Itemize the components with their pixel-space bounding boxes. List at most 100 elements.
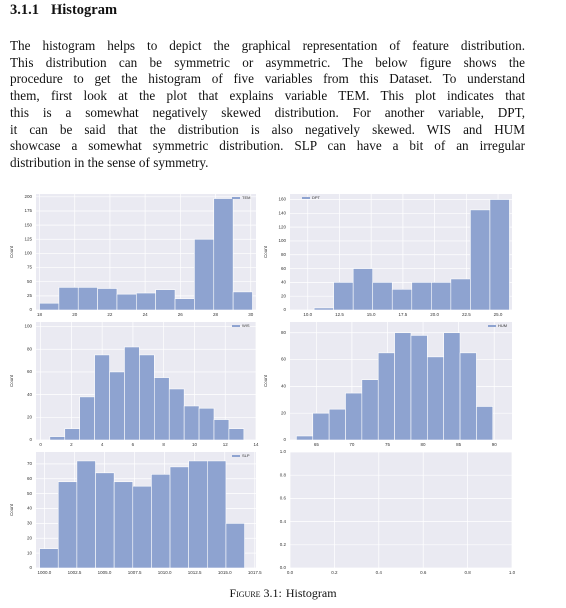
histogram-bar: [64, 428, 80, 441]
x-tick-label: 0.2: [331, 570, 338, 575]
legend-label: WIS: [242, 323, 250, 328]
histogram-bar: [109, 371, 125, 441]
y-tick-label: 40: [27, 506, 33, 511]
histogram-bar: [213, 198, 234, 311]
x-tick-label: 1.0: [509, 570, 516, 575]
x-tick-label: 8: [162, 442, 165, 447]
histogram-bar: [94, 354, 110, 441]
histogram-bar: [132, 485, 152, 569]
histogram-bar: [333, 282, 354, 311]
y-axis-label: Count: [9, 374, 14, 387]
y-tick-label: 125: [24, 236, 32, 241]
histogram-bar: [411, 282, 432, 311]
histogram-bar: [79, 396, 95, 441]
y-tick-label: 50: [27, 279, 33, 284]
x-tick-label: 20.0: [430, 312, 439, 317]
x-tick-label: 30: [248, 312, 254, 317]
y-tick-label: 75: [27, 265, 33, 270]
histogram-bar: [136, 292, 156, 311]
x-tick-label: 20: [72, 312, 78, 317]
x-tick-label: 4: [101, 442, 104, 447]
y-tick-label: 175: [24, 208, 32, 213]
y-tick-label: 0.6: [280, 496, 287, 501]
y-tick-label: 150: [24, 222, 32, 227]
histogram-bar: [352, 268, 374, 311]
histogram-bar: [169, 466, 189, 569]
y-tick-label: 100: [24, 251, 32, 256]
histogram-bar: [328, 408, 346, 441]
y-tick-label: 160: [278, 197, 286, 202]
histogram-bar: [431, 282, 452, 311]
x-tick-label: 0: [39, 442, 42, 447]
x-tick-label: 14: [253, 442, 259, 447]
x-tick-label: 1015.0: [218, 570, 232, 575]
caption-label: Figure 3.1:: [229, 586, 282, 600]
histogram-bar: [139, 354, 155, 441]
y-tick-label: 80: [281, 252, 287, 257]
y-axis-label: Count: [263, 374, 268, 387]
histogram-bar: [225, 523, 245, 569]
x-tick-label: 0.8: [464, 570, 471, 575]
x-tick-label: 85: [456, 442, 462, 447]
y-tick-label: 40: [27, 392, 33, 397]
histogram-bar: [313, 307, 334, 311]
text-line: This distribution can be symmetric or as…: [10, 54, 525, 70]
histogram-bar: [198, 407, 215, 441]
x-tick-label: 0.6: [420, 570, 427, 575]
histogram-bar: [228, 428, 245, 441]
histogram-bar: [476, 406, 494, 441]
legend-label: SLP: [242, 453, 250, 458]
paragraph: The histogram helps to depict the graphi…: [10, 38, 525, 172]
y-tick-label: 100: [24, 324, 32, 329]
histogram-bar: [76, 460, 96, 569]
histogram-bar: [95, 472, 115, 569]
text-line: it can be said that the distribution is …: [10, 121, 525, 137]
x-tick-label: 65: [314, 442, 320, 447]
x-tick-label: 18: [37, 312, 43, 317]
histogram-bar: [232, 291, 253, 311]
x-tick-label: 15.0: [367, 312, 376, 317]
histogram-bar: [39, 302, 60, 311]
x-tick-label: 10: [192, 442, 198, 447]
x-tick-label: 0.4: [376, 570, 383, 575]
y-tick-label: 200: [24, 194, 32, 199]
x-tick-label: 22.5: [462, 312, 471, 317]
histogram-bar: [194, 238, 215, 311]
y-tick-label: 0: [29, 565, 32, 570]
x-tick-label: 12.5: [335, 312, 344, 317]
section-number: 3.1.1: [10, 2, 39, 18]
legend-label: HUM: [498, 323, 507, 328]
x-tick-label: 28: [213, 312, 219, 317]
y-axis-label: Count: [9, 503, 14, 516]
histogram-bar: [427, 356, 444, 441]
histogram-bar: [410, 335, 428, 441]
x-tick-label: 75: [385, 442, 391, 447]
x-tick-label: 26: [178, 312, 184, 317]
y-tick-label: 10: [27, 550, 33, 555]
legend-label: TEM: [242, 195, 250, 200]
y-tick-label: 60: [281, 266, 287, 271]
legend-label: DPT: [312, 195, 321, 200]
y-tick-label: 25: [27, 293, 33, 298]
x-tick-label: 1002.5: [68, 570, 82, 575]
y-axis-label: Count: [9, 245, 14, 258]
histogram-bar: [312, 412, 330, 441]
y-tick-label: 1.0: [280, 449, 287, 454]
histogram-bar: [49, 436, 66, 441]
x-tick-label: 80: [421, 442, 427, 447]
x-tick-label: 6: [132, 442, 135, 447]
x-tick-label: 17.5: [399, 312, 408, 317]
y-tick-label: 140: [278, 211, 286, 216]
y-tick-label: 50: [27, 491, 33, 496]
histogram-bar: [39, 548, 59, 569]
text-line: The histogram helps to depict the graphi…: [10, 38, 525, 53]
histogram-bar: [443, 332, 461, 441]
histogram-bar: [489, 199, 510, 311]
y-tick-label: 70: [27, 461, 33, 466]
x-tick-label: 2: [70, 442, 73, 447]
histogram-bar: [377, 352, 395, 441]
histogram-bar: [174, 298, 195, 311]
y-tick-label: 20: [27, 535, 33, 540]
x-tick-label: 1007.5: [128, 570, 142, 575]
